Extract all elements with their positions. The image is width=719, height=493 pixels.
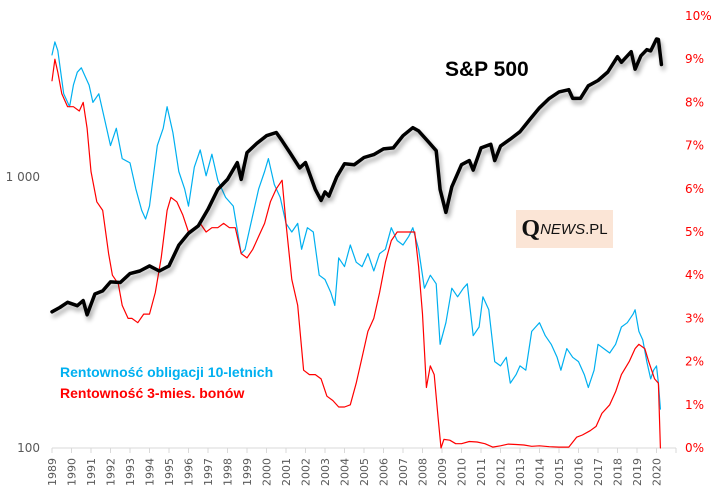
right-axis: 0% 1% 2% 3% 4% 5% 6% 7% 8% 9% 10% <box>685 9 712 455</box>
series-layer <box>50 37 664 449</box>
logo-q: Q <box>521 215 541 242</box>
logo-pl: .PL <box>585 220 608 238</box>
x-tick-label: 2013 <box>514 458 527 486</box>
x-axis: 1989 1990 1991 1992 1993 1994 1995 1996 1997 1998… <box>46 447 677 486</box>
right-tick-label: 2% <box>685 355 704 369</box>
left-tick-label: 1 000 <box>6 170 40 184</box>
x-tick-label: 2003 <box>319 458 332 486</box>
x-tick-label: 1998 <box>222 458 235 486</box>
right-tick-label: 1% <box>685 398 704 412</box>
x-tick-label: 2008 <box>417 458 430 486</box>
legend-entry-3m-bill: Rentowność 3-mies. bonów <box>60 385 245 401</box>
x-tick-label: 2001 <box>280 458 293 486</box>
x-tick-label: 2000 <box>261 458 274 486</box>
x-tick-label: 1997 <box>202 458 215 486</box>
x-tick-label: 1996 <box>183 458 196 486</box>
x-tick-label: 2012 <box>495 458 508 486</box>
right-tick-label: 9% <box>685 52 704 66</box>
x-tick-label: 1994 <box>144 458 157 486</box>
x-tick-label: 1999 <box>241 458 254 486</box>
x-tick-label: 1992 <box>105 458 118 486</box>
x-tick-label: 2016 <box>573 458 586 486</box>
x-tick-label: 1995 <box>163 458 176 486</box>
right-tick-label: 0% <box>685 441 704 455</box>
right-tick-label: 7% <box>685 139 704 153</box>
legend-entry-10y-bond: Rentowność obligacji 10-letnich <box>60 364 274 380</box>
x-tick-label: 2011 <box>475 458 488 486</box>
right-tick-label: 8% <box>685 95 704 109</box>
x-tick-label: 2020 <box>651 458 664 486</box>
x-tick-label: 2009 <box>436 458 449 486</box>
watermark-logo: Q NEWS .PL <box>516 210 613 248</box>
right-tick-label: 3% <box>685 311 704 325</box>
right-tick-label: 6% <box>685 182 704 196</box>
x-tick-label: 2017 <box>592 458 605 486</box>
x-tick-label: 1993 <box>124 458 137 486</box>
x-tick-label: 1989 <box>46 458 59 486</box>
chart-title: S&P 500 <box>445 58 529 81</box>
right-tick-label: 4% <box>685 268 704 282</box>
x-tick-label: 1991 <box>85 458 98 486</box>
x-tick-label: 2014 <box>534 458 547 486</box>
x-tick-label: 2019 <box>631 458 644 486</box>
left-tick-label: 100 <box>17 441 40 455</box>
x-tick-label: 2005 <box>358 458 371 486</box>
x-tick-label: 2018 <box>612 458 625 486</box>
left-axis: 100 1 000 <box>6 170 40 455</box>
x-tick-label: 1990 <box>66 458 79 486</box>
x-tick-label: 2004 <box>339 458 352 486</box>
right-tick-label: 10% <box>685 9 712 23</box>
right-tick-label: 5% <box>685 225 704 239</box>
x-tick-label: 2010 <box>456 458 469 486</box>
logo-news: NEWS <box>540 220 586 238</box>
sp500-line <box>50 37 664 317</box>
x-tick-label: 2015 <box>553 458 566 486</box>
x-tick-label: 2007 <box>397 458 410 486</box>
x-tick-label: 2002 <box>300 458 313 486</box>
x-tick-label: 2006 <box>378 458 391 486</box>
